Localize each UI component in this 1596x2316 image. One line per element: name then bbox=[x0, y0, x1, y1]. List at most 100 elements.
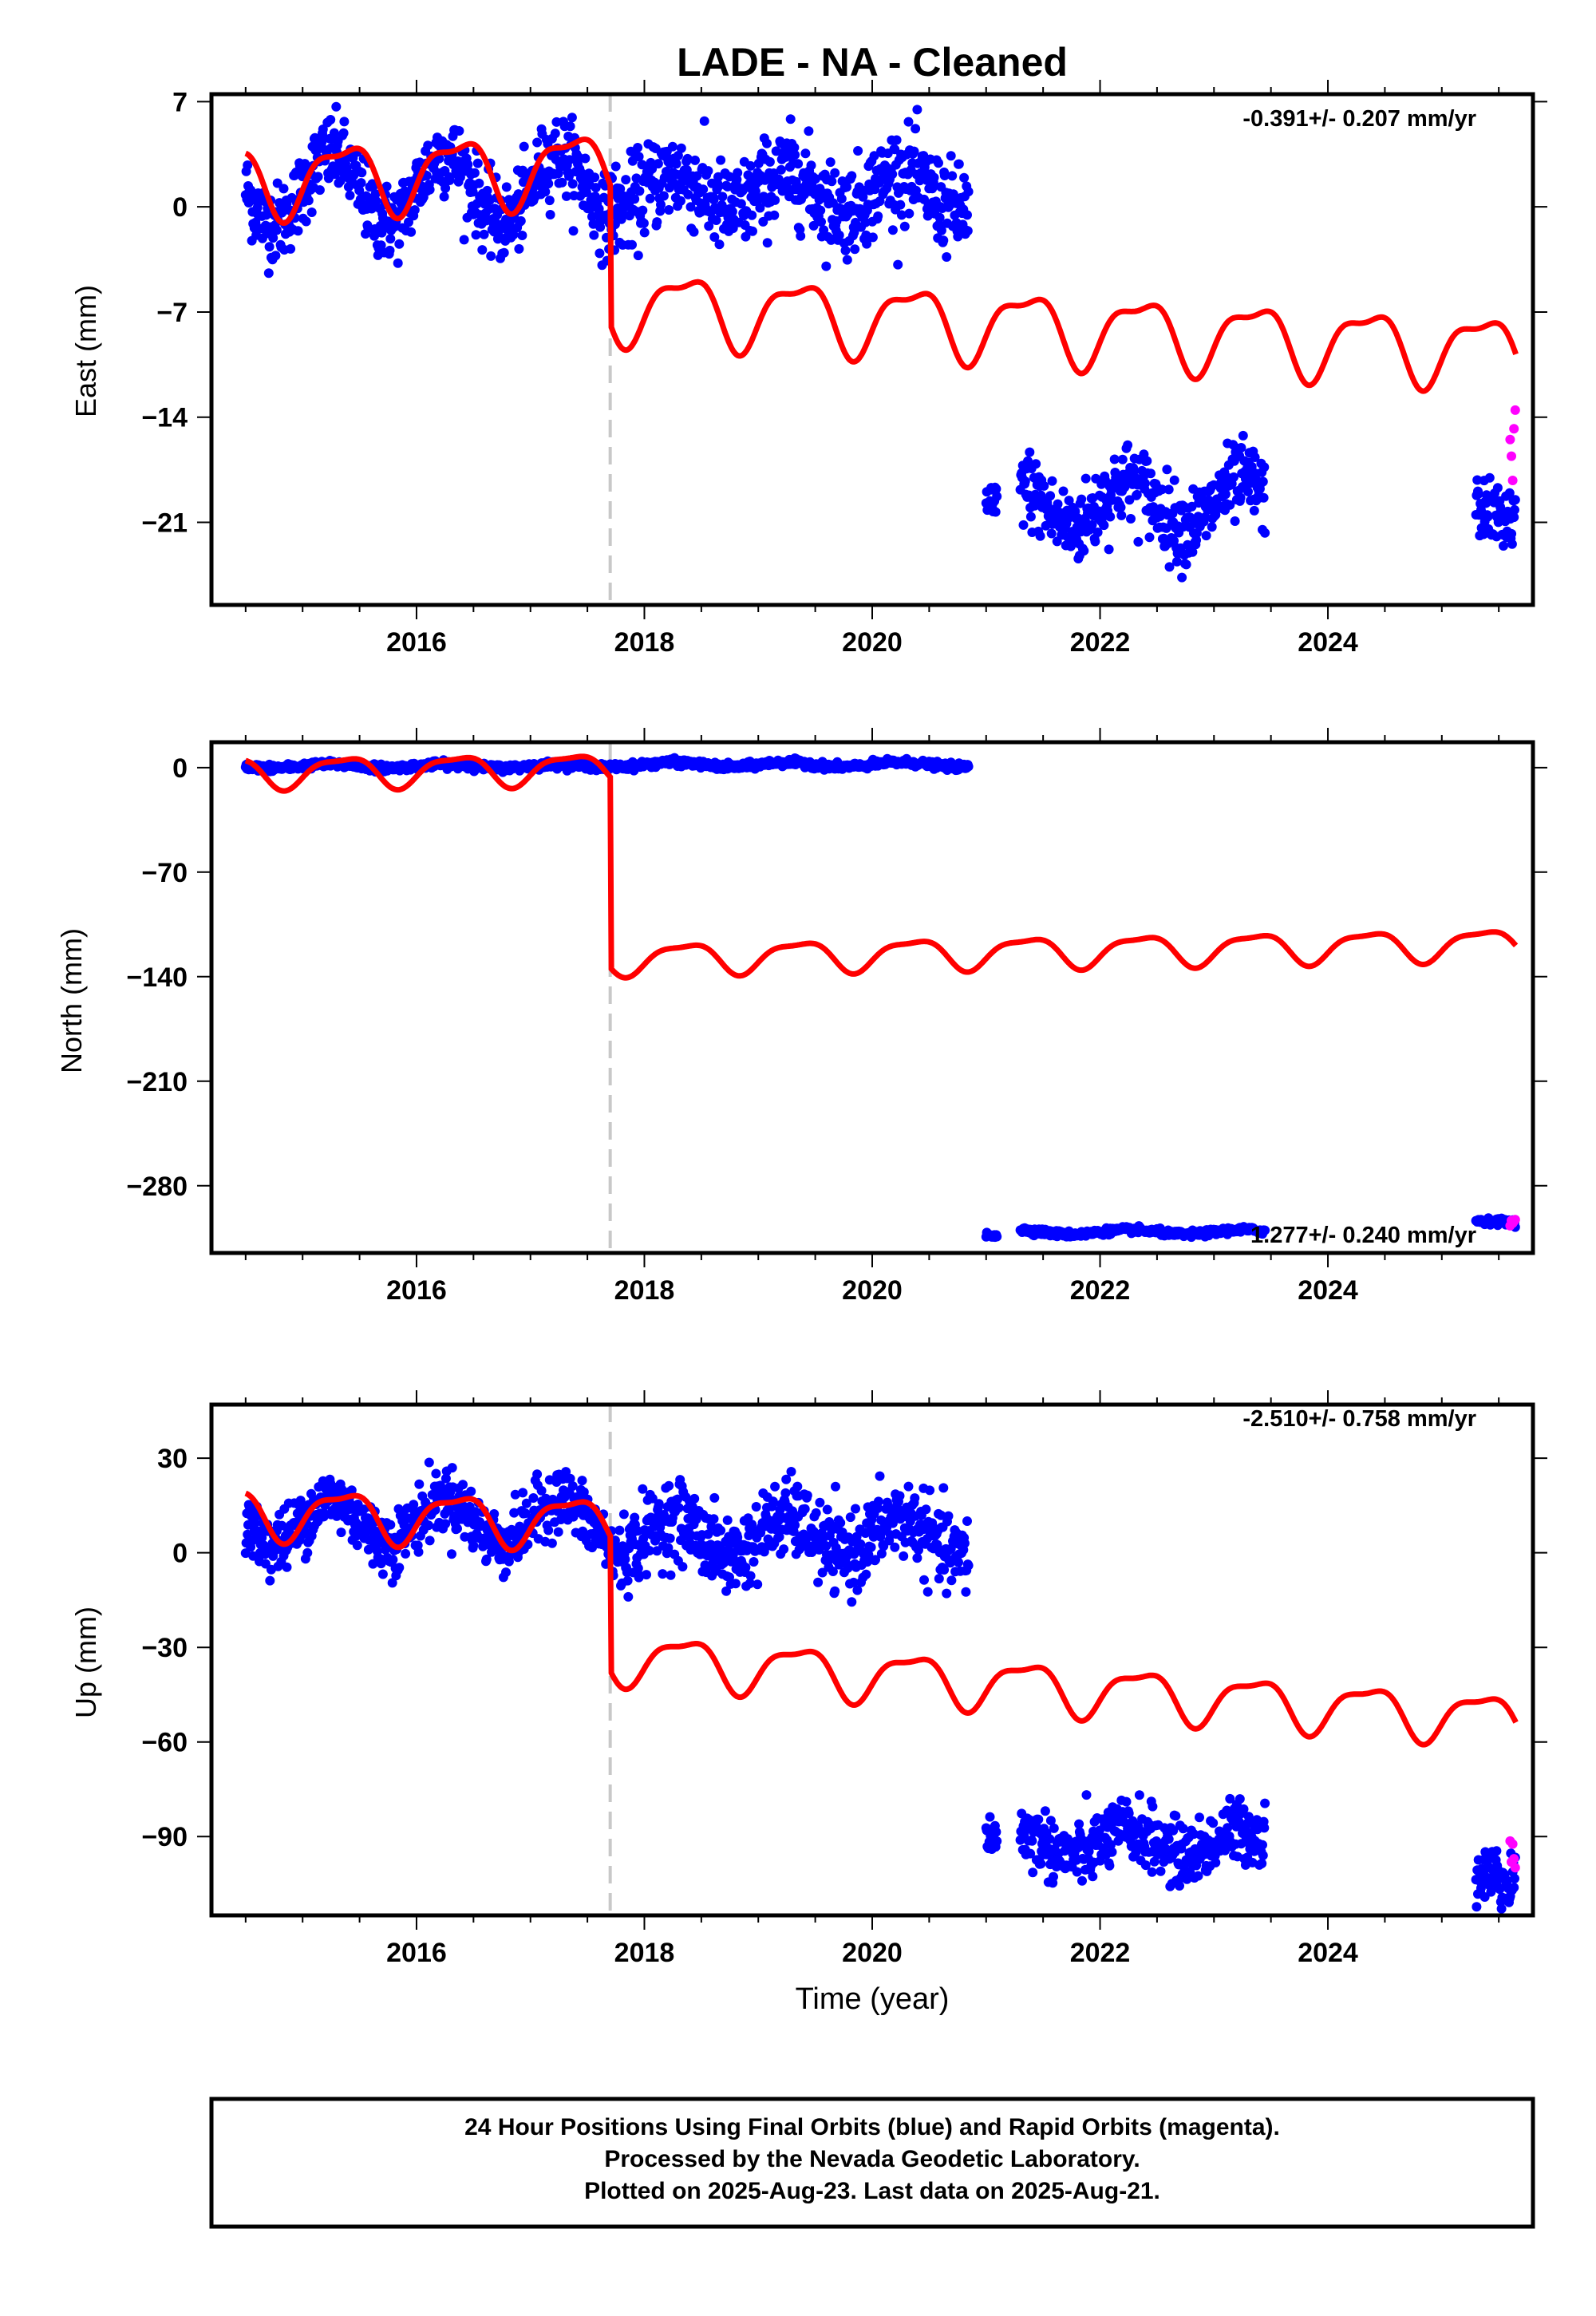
final-orbit-point bbox=[811, 1508, 821, 1518]
rapid-orbit-point bbox=[1505, 434, 1515, 445]
north-axis-label: North (mm) bbox=[55, 928, 88, 1073]
final-orbit-point bbox=[1207, 522, 1217, 532]
final-orbit-point bbox=[790, 150, 800, 160]
final-orbit-point bbox=[1080, 473, 1091, 484]
final-orbit-point bbox=[922, 1587, 933, 1597]
final-orbit-point bbox=[891, 135, 902, 145]
final-orbit-point bbox=[667, 141, 678, 152]
final-orbit-point bbox=[1090, 536, 1100, 547]
final-orbit-point bbox=[904, 208, 915, 219]
final-orbit-point bbox=[1195, 1812, 1204, 1823]
final-orbit-point bbox=[638, 218, 649, 228]
final-orbit-point bbox=[336, 1528, 346, 1538]
final-orbit-point bbox=[755, 203, 765, 213]
final-orbit-point bbox=[532, 137, 543, 148]
final-orbit-point bbox=[1018, 520, 1029, 530]
plot-frame bbox=[209, 92, 1535, 607]
final-orbit-point bbox=[992, 1836, 1002, 1846]
final-orbit-point bbox=[1249, 505, 1259, 516]
final-orbit-point bbox=[282, 1562, 292, 1572]
final-orbit-point bbox=[557, 177, 567, 188]
final-orbit-point bbox=[793, 159, 804, 169]
final-orbit-point bbox=[1473, 488, 1483, 499]
final-orbit-point bbox=[821, 261, 832, 271]
final-orbit-point bbox=[819, 225, 829, 235]
final-orbit-point bbox=[482, 185, 492, 196]
final-orbit-point bbox=[1164, 562, 1175, 572]
final-orbit-point bbox=[1025, 512, 1036, 522]
final-orbit-point bbox=[406, 227, 417, 237]
final-orbit-point bbox=[1116, 502, 1126, 512]
final-orbit-point bbox=[1072, 1867, 1082, 1877]
final-orbit-point bbox=[1235, 492, 1246, 503]
east-rate-label: -0.391+/- 0.207 mm/yr bbox=[1242, 106, 1476, 132]
final-orbit-point bbox=[822, 1504, 832, 1515]
final-orbit-point bbox=[790, 1520, 800, 1530]
final-orbit-point bbox=[903, 1481, 914, 1492]
final-orbit-point bbox=[769, 210, 780, 220]
rapid-orbit-point bbox=[1509, 424, 1519, 434]
final-orbit-point bbox=[851, 1504, 860, 1514]
final-orbit-point bbox=[869, 151, 879, 161]
y-tick-label: −7 bbox=[156, 298, 188, 328]
final-orbit-point bbox=[751, 1502, 761, 1512]
final-orbit-point bbox=[934, 1574, 944, 1584]
final-orbit-point bbox=[825, 157, 836, 168]
final-orbit-point bbox=[962, 1516, 972, 1526]
final-orbit-point bbox=[815, 1497, 825, 1508]
final-orbit-point bbox=[543, 179, 554, 189]
final-orbit-point bbox=[847, 1597, 857, 1607]
final-orbit-point bbox=[963, 1560, 974, 1571]
final-orbit-point bbox=[567, 1481, 578, 1491]
final-orbit-point bbox=[623, 1591, 634, 1602]
final-orbit-point bbox=[936, 225, 946, 235]
final-orbit-point bbox=[326, 115, 336, 124]
final-orbit-point bbox=[725, 172, 734, 182]
final-orbit-point bbox=[516, 215, 526, 226]
final-orbit-point bbox=[518, 1488, 528, 1498]
final-orbit-point bbox=[474, 178, 484, 188]
final-orbit-point bbox=[1133, 536, 1144, 547]
final-orbit-point bbox=[816, 217, 826, 227]
final-orbit-point bbox=[1064, 496, 1074, 506]
final-orbit-point bbox=[770, 195, 780, 205]
final-orbit-point bbox=[1140, 478, 1150, 488]
final-orbit-point bbox=[830, 168, 840, 178]
x-tick-label: 2020 bbox=[842, 627, 903, 658]
final-orbit-point bbox=[243, 160, 253, 170]
final-orbit-point bbox=[1117, 454, 1128, 464]
final-orbit-point bbox=[1092, 528, 1103, 537]
final-orbit-point bbox=[306, 207, 317, 217]
final-orbit-point bbox=[816, 205, 826, 215]
final-orbit-point bbox=[424, 1520, 433, 1531]
final-orbit-point bbox=[385, 245, 395, 255]
final-orbit-point bbox=[263, 268, 274, 279]
final-orbit-point bbox=[528, 1493, 539, 1503]
final-orbit-point bbox=[513, 189, 523, 200]
final-orbit-point bbox=[666, 1570, 676, 1580]
y-tick-label: −21 bbox=[141, 508, 188, 538]
final-orbit-point bbox=[934, 212, 945, 223]
final-orbit-point bbox=[910, 1493, 920, 1504]
final-orbit-point bbox=[622, 1575, 633, 1586]
final-orbit-point bbox=[271, 251, 281, 261]
final-orbit-point bbox=[458, 1480, 468, 1490]
final-orbit-point bbox=[1260, 528, 1270, 538]
final-orbit-point bbox=[1229, 472, 1238, 482]
final-orbit-point bbox=[564, 155, 575, 165]
data-points bbox=[240, 753, 1520, 1243]
final-orbit-point bbox=[514, 243, 524, 254]
final-orbit-point bbox=[1027, 1836, 1037, 1846]
final-orbit-point bbox=[1020, 476, 1030, 487]
final-orbit-point bbox=[866, 1542, 876, 1552]
final-orbit-point bbox=[992, 492, 1002, 501]
final-orbit-point bbox=[1142, 456, 1152, 466]
final-orbit-point bbox=[887, 225, 898, 235]
final-orbit-point bbox=[942, 1588, 952, 1599]
final-orbit-point bbox=[634, 186, 645, 196]
final-orbit-point bbox=[388, 1555, 398, 1565]
final-orbit-point bbox=[1504, 488, 1515, 498]
final-orbit-point bbox=[645, 193, 655, 204]
final-orbit-point bbox=[991, 484, 1001, 494]
